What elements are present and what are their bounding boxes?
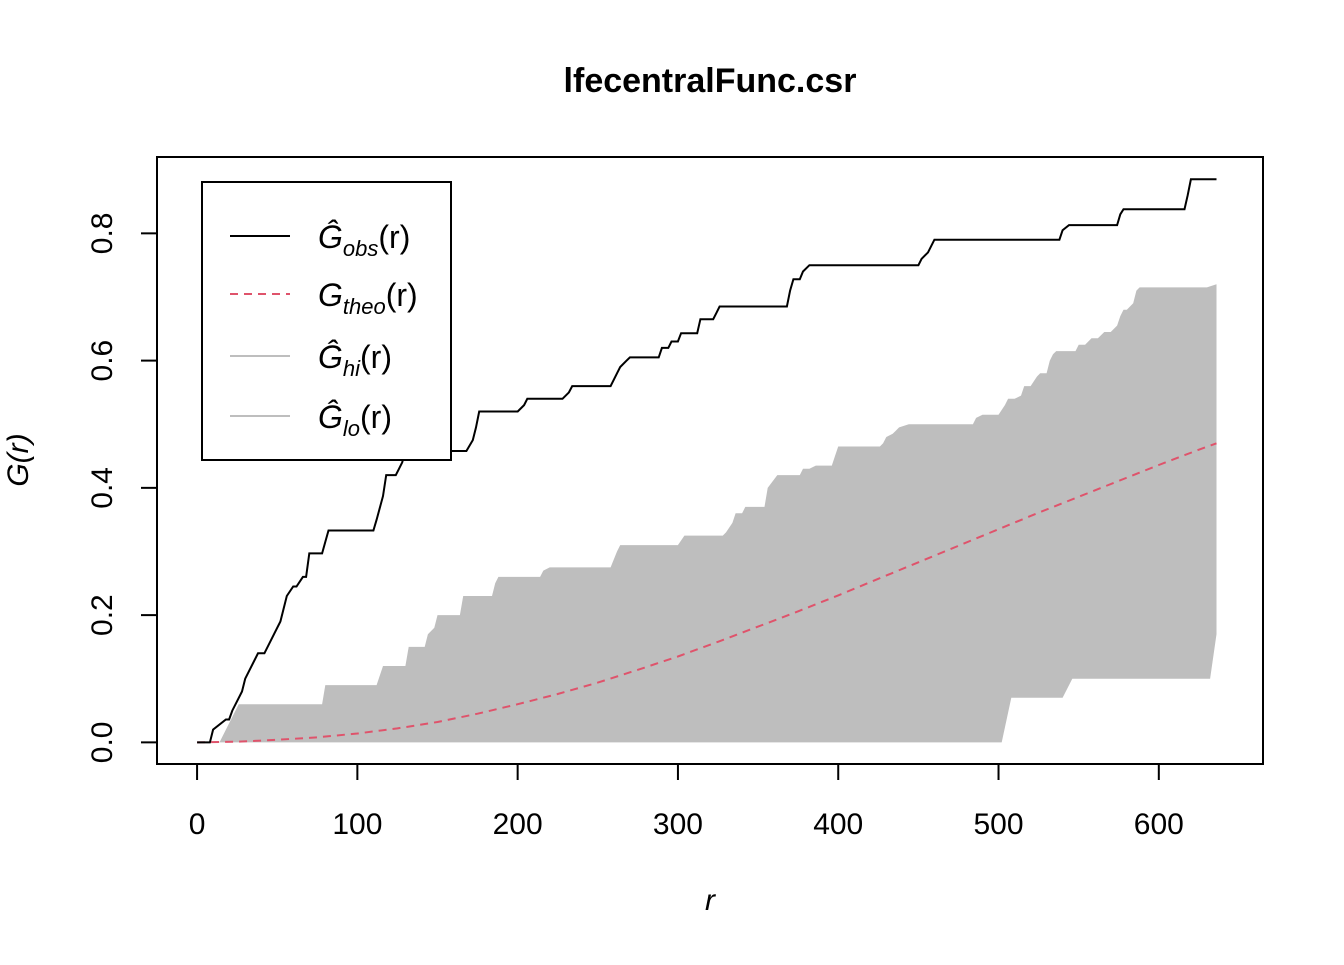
- y-tick-label: 0.6: [86, 340, 119, 382]
- x-tick-label: 100: [332, 808, 382, 841]
- legend-box: [201, 181, 452, 461]
- chart-title: lfecentralFunc.csr: [564, 62, 857, 100]
- y-tick-label: 0.2: [86, 594, 119, 636]
- legend: Ĝobs(r) Gtheo(r) Ĝhi(r) Ĝlo(r): [201, 181, 452, 461]
- legend-label-lo: Ĝlo(r): [318, 399, 392, 441]
- y-tick-label: 0.4: [86, 467, 119, 509]
- x-tick-label: 600: [1134, 808, 1184, 841]
- y-tick-label: 0.8: [86, 212, 119, 254]
- x-axis-label: r: [705, 884, 716, 917]
- series-line-theo: [197, 442, 1217, 744]
- x-tick-label: 200: [493, 808, 543, 841]
- legend-label-obs: Ĝobs(r): [318, 219, 410, 261]
- y-axis-label: G(r): [2, 433, 35, 486]
- x-tick-label: 500: [973, 808, 1023, 841]
- x-tick-label: 0: [189, 808, 206, 841]
- legend-label-theo: Gtheo(r): [318, 277, 418, 319]
- series-line-obs: [197, 178, 1217, 744]
- envelope-band: [197, 284, 1217, 743]
- x-tick-label: 300: [653, 808, 703, 841]
- legend-label-hi: Ĝhi(r): [318, 339, 392, 381]
- y-axis: 0.0 0.2 0.4 0.6 0.8: [86, 212, 158, 764]
- x-axis: 0 100 200 300 400 500 600: [189, 763, 1184, 841]
- y-tick-label: 0.0: [86, 722, 119, 764]
- series-lines: [197, 178, 1217, 744]
- x-tick-label: 400: [813, 808, 863, 841]
- envelope-band-area: [197, 284, 1217, 743]
- y-axis-label-text: G(r): [2, 433, 35, 486]
